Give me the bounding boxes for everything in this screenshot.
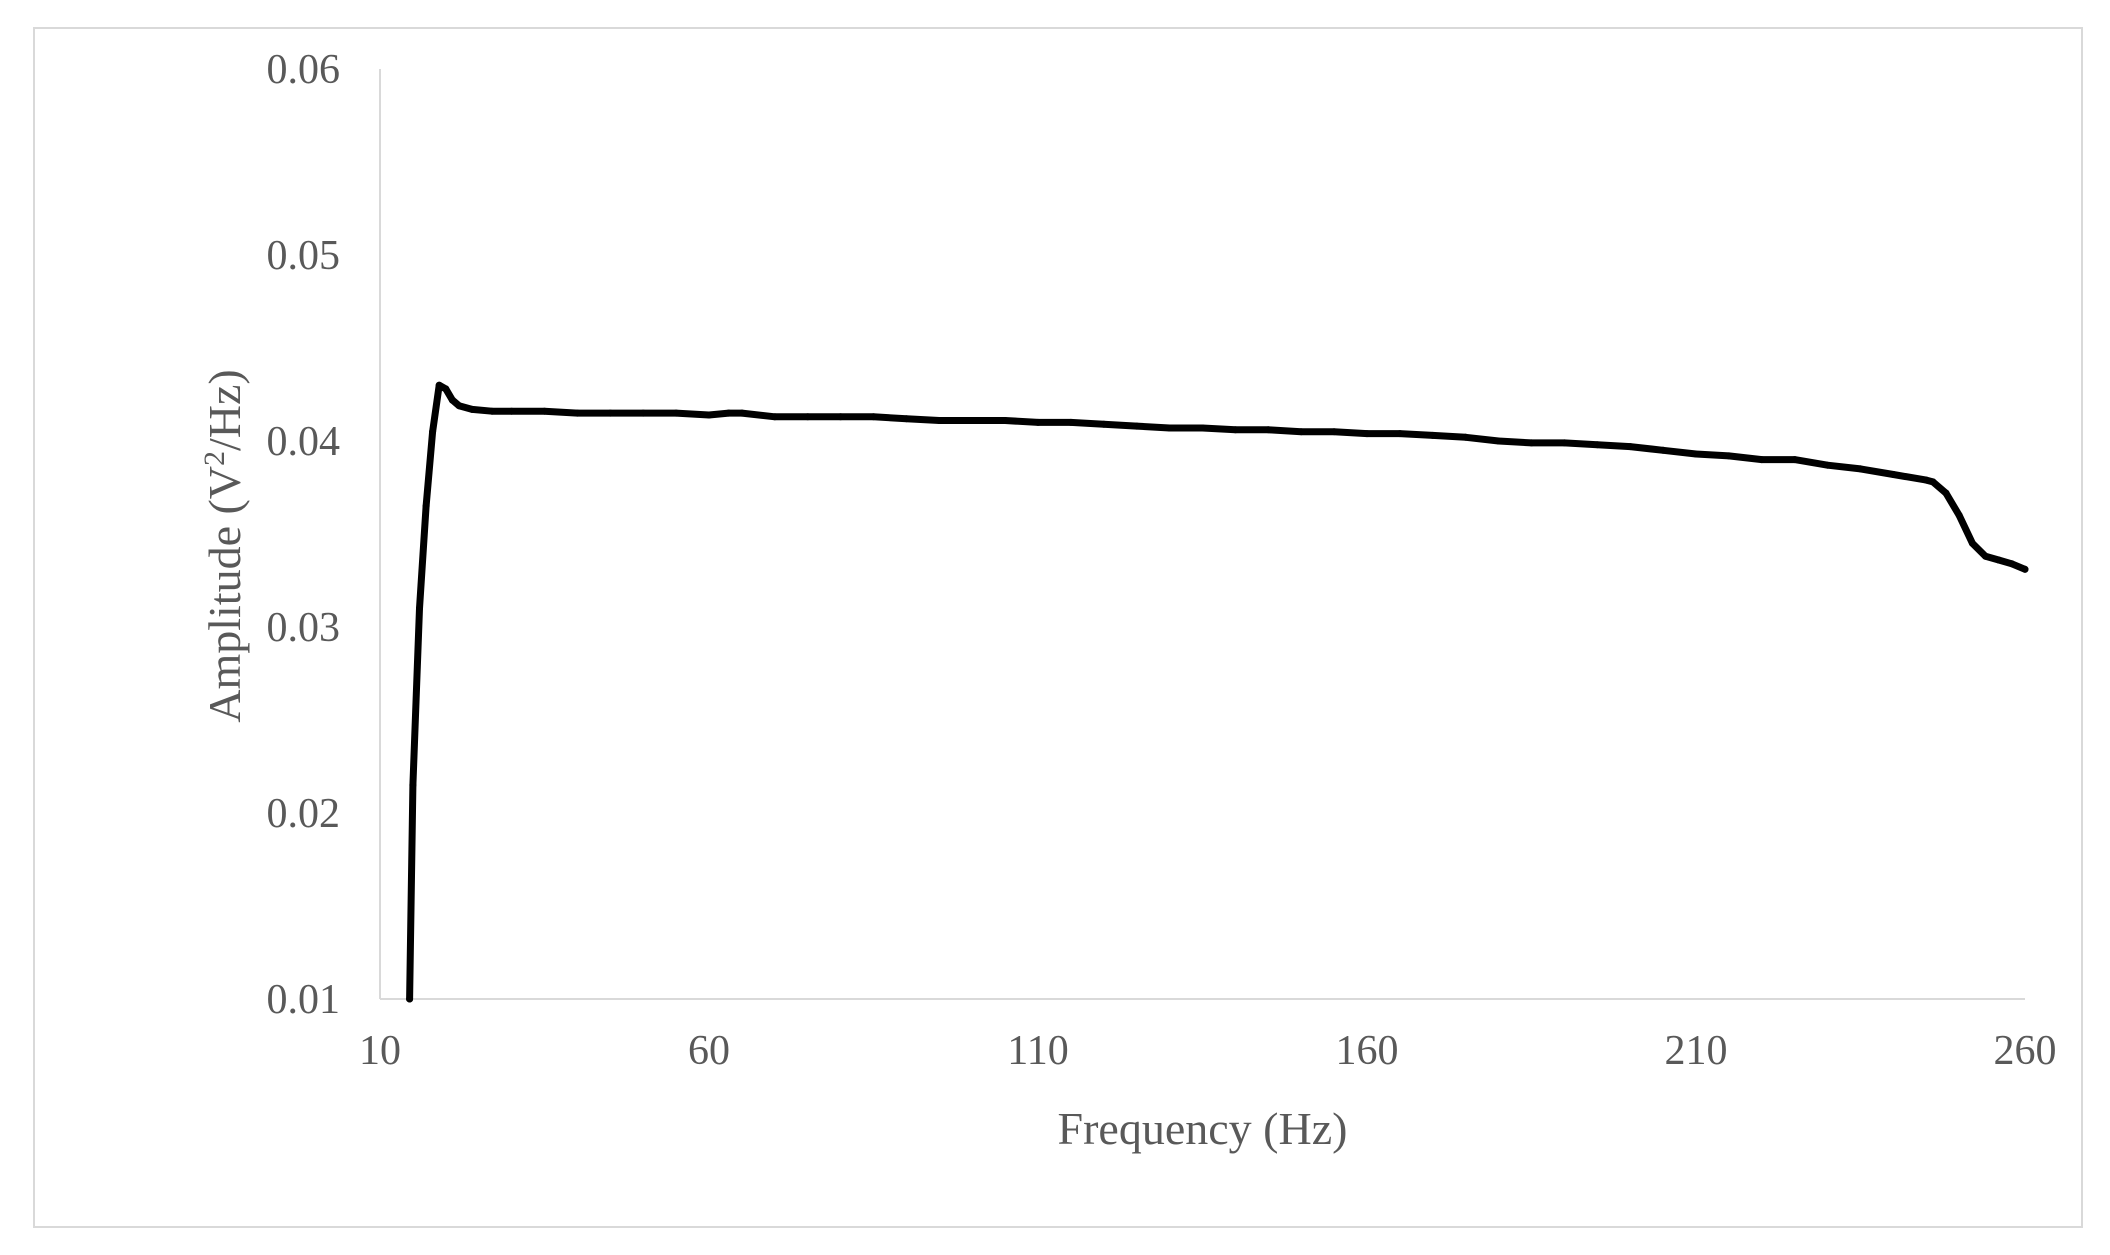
data-point [455, 402, 463, 410]
data-point [435, 381, 443, 389]
data-point [409, 781, 417, 789]
data-point [468, 405, 476, 413]
data-point [1231, 426, 1239, 434]
x-tick-labels: 10 60 110 160 210 260 [359, 1028, 2057, 1074]
y-axis-title-suffix: /Hz) [199, 369, 250, 451]
y-tick-label: 0.04 [267, 419, 341, 465]
data-point [1626, 443, 1634, 451]
data-point [1692, 450, 1700, 458]
x-tick-label: 160 [1336, 1028, 1399, 1074]
data-point [573, 409, 581, 417]
data-point [1067, 418, 1075, 426]
data-point [1995, 556, 2003, 564]
y-tick-label: 0.03 [267, 605, 341, 651]
data-point [935, 417, 943, 424]
x-tick-label: 110 [1007, 1028, 1068, 1074]
data-point [1528, 439, 1535, 447]
x-tick-label: 60 [688, 1028, 730, 1074]
x-tick-label: 10 [359, 1028, 401, 1074]
data-point [705, 411, 713, 419]
data-point [738, 409, 746, 417]
data-point [725, 409, 733, 417]
data-point [1034, 418, 1042, 426]
data-point [1824, 461, 1832, 469]
data-point [1968, 539, 1976, 547]
data-point [1659, 446, 1667, 454]
data-point [429, 428, 437, 436]
data-point [771, 413, 779, 421]
data-point [508, 407, 516, 415]
y-tick-label: 0.02 [267, 791, 341, 837]
y-tick-label: 0.06 [267, 47, 341, 93]
data-point [1264, 426, 1272, 434]
y-axis-title-superscript: 2 [198, 451, 231, 466]
data-point [1929, 478, 1937, 486]
data-point [448, 396, 456, 404]
data-point [1495, 437, 1503, 445]
data-point [1166, 424, 1174, 432]
data-point [1725, 452, 1733, 460]
x-axis-title: Frequency (Hz) [1058, 1103, 1348, 1154]
data-point [1330, 428, 1338, 436]
data-point [1429, 431, 1437, 439]
y-axis-title: Amplitude (V2/Hz) [198, 369, 251, 723]
data-point [1758, 456, 1766, 464]
y-tick-label: 0.05 [267, 233, 341, 279]
data-point [1982, 552, 1989, 560]
series-group [406, 381, 2029, 1003]
data-point [672, 409, 680, 417]
data-point [1133, 422, 1141, 430]
y-axis-title-main: Amplitude (V [199, 466, 250, 723]
data-point [902, 415, 910, 423]
data-point [422, 502, 430, 510]
data-point [1889, 471, 1897, 478]
data-point [1462, 433, 1470, 441]
data-point [1955, 511, 1963, 519]
data-point [1857, 465, 1864, 473]
data-point [1199, 424, 1206, 432]
data-point [1942, 489, 1950, 497]
data-point [870, 413, 877, 421]
data-point [541, 407, 548, 415]
y-tick-label: 0.01 [267, 977, 341, 1023]
data-point [1922, 476, 1930, 484]
data-point [1297, 428, 1305, 436]
x-tick-label: 260 [1994, 1028, 2057, 1074]
data-point [488, 407, 496, 415]
data-point [416, 604, 423, 612]
y-tick-labels: 0.01 0.02 0.03 0.04 0.05 0.06 [267, 47, 341, 1023]
data-point [606, 409, 614, 417]
data-point [406, 995, 414, 1003]
chart-frame [33, 27, 2083, 1228]
data-point [968, 417, 976, 424]
data-point [2008, 560, 2016, 568]
axes [379, 69, 2025, 1000]
x-tick-label: 210 [1665, 1028, 1728, 1074]
data-point [442, 385, 450, 393]
data-point [1560, 439, 1568, 447]
data-point [1001, 417, 1009, 424]
series-line [406, 381, 2029, 1003]
data-point [837, 413, 845, 421]
data-point [1791, 456, 1799, 464]
data-point [2021, 565, 2029, 573]
data-point [1100, 420, 1108, 428]
data-point [804, 413, 812, 421]
data-point [639, 409, 647, 417]
data-point [1363, 430, 1371, 438]
data-point [1396, 430, 1404, 438]
data-point [1593, 441, 1601, 449]
